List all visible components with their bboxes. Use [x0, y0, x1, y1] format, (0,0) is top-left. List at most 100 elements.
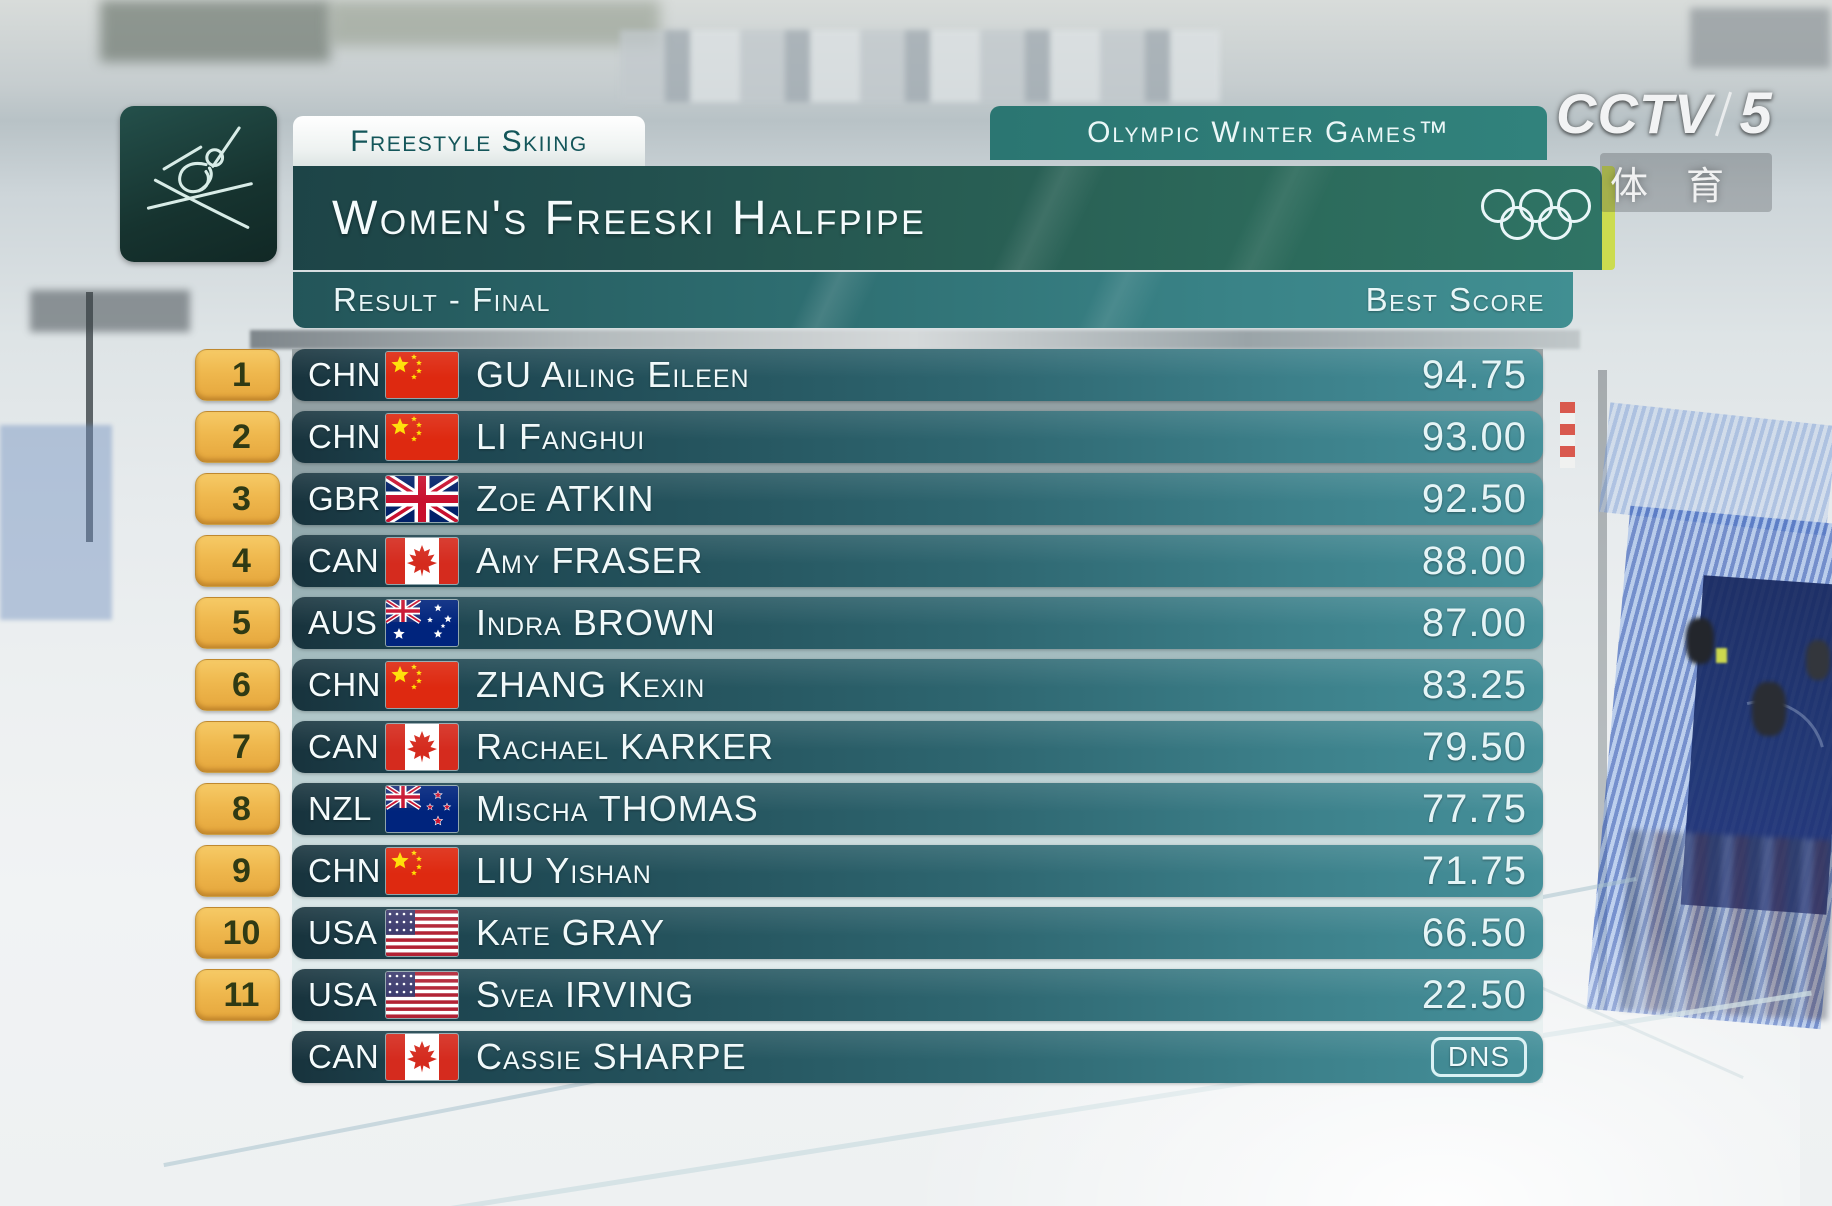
country-code: USA: [308, 976, 378, 1013]
background-boards: [0, 425, 112, 620]
event-title-bar: Women's Freeski Halfpipe: [293, 166, 1602, 270]
score-column-label: Best Score: [1365, 281, 1545, 318]
athlete-bar: AUS Indra BROWN 87.00: [292, 597, 1543, 649]
athlete-name: Kate GRAY: [476, 912, 666, 953]
dns-badge: DNS: [1430, 1037, 1527, 1077]
rank-badge: 4: [195, 535, 280, 587]
channel-number: 5: [1739, 81, 1772, 146]
channel-caption: 体育: [1600, 153, 1773, 212]
best-score: 94.75: [1421, 352, 1527, 397]
table-row: 1 CHN GU Ailing Eileen 94.75: [195, 349, 1543, 401]
blurred-crowd-strip: [250, 330, 1580, 349]
country-code: USA: [308, 914, 378, 951]
country-code: CHN: [308, 356, 381, 393]
background-trees: [330, 0, 660, 46]
flag-can-icon: [386, 1034, 458, 1080]
background-pole: [1598, 370, 1607, 1010]
flag-usa-icon: [386, 910, 458, 956]
rank-badge: 1: [195, 349, 280, 401]
background-grandstand: [620, 30, 1220, 102]
sport-tab: Freestyle Skiing: [293, 116, 645, 168]
spectator: [1806, 640, 1830, 680]
table-row: 7 CAN Rachael KARKER 79.50: [195, 721, 1543, 773]
best-score: 87.00: [1421, 600, 1527, 645]
best-score: 93.00: [1421, 414, 1527, 459]
striped-marker-pole: [1560, 402, 1575, 468]
best-score: 88.00: [1421, 538, 1527, 583]
athlete-bar: CAN Rachael KARKER 79.50: [292, 721, 1543, 773]
table-row: 10 USA Kate GRAY 66.50: [195, 907, 1543, 959]
flag-chn-icon: [386, 414, 458, 460]
freestyle-skier-icon: [138, 121, 260, 248]
athlete-name: Zoe ATKIN: [476, 478, 655, 519]
rank-badge: 5: [195, 597, 280, 649]
athlete-name: Mischa THOMAS: [476, 788, 759, 829]
accent-strip: [1602, 166, 1615, 270]
channel-logo-slash: [1715, 91, 1733, 136]
athlete-bar: NZL Mischa THOMAS 77.75: [292, 783, 1543, 835]
rank-badge: 6: [195, 659, 280, 711]
spectator-vest: [1716, 648, 1727, 663]
sport-tab-label: Freestyle Skiing: [350, 125, 588, 158]
athlete-name: Svea IRVING: [476, 974, 695, 1015]
games-bar: Olympic Winter Games™: [990, 106, 1547, 160]
table-row: CAN Cassie SHARPE DNS: [195, 1031, 1543, 1083]
results-table: 1 CHN GU Ailing Eileen 94.75 2 CHN LI Fanghui 9…: [195, 349, 1543, 1093]
result-phase-label: Result - Final: [333, 281, 551, 318]
country-code: CAN: [308, 1038, 380, 1075]
rank-badge: 3: [195, 473, 280, 525]
athlete-name: LIU Yishan: [476, 850, 652, 891]
country-code: AUS: [308, 604, 378, 641]
flag-chn-icon: [386, 662, 458, 708]
country-code: CHN: [308, 666, 381, 703]
flag-can-icon: [386, 538, 458, 584]
country-code: NZL: [308, 790, 372, 827]
table-row: 6 CHN ZHANG Kexin 83.25: [195, 659, 1543, 711]
games-label: Olympic Winter Games™: [1087, 116, 1450, 149]
spectator: [1752, 682, 1786, 736]
athlete-name: Amy FRASER: [476, 540, 704, 581]
athlete-bar: USA Svea IRVING 22.50: [292, 969, 1543, 1021]
rank-badge: 7: [195, 721, 280, 773]
athlete-name: ZHANG Kexin: [476, 664, 706, 705]
athlete-bar: CHN ZHANG Kexin 83.25: [292, 659, 1543, 711]
rank-badge: 8: [195, 783, 280, 835]
channel-logo-text: CCTV: [1556, 82, 1713, 145]
athlete-name: Cassie SHARPE: [476, 1036, 747, 1077]
rank-badge: 10: [195, 907, 280, 959]
table-row: 8 NZL Mischa THOMAS 77.75: [195, 783, 1543, 835]
table-row: 4 CAN Amy FRASER 88.00: [195, 535, 1543, 587]
athlete-bar: CAN Cassie SHARPE DNS: [292, 1031, 1543, 1083]
table-row: 2 CHN LI Fanghui 93.00: [195, 411, 1543, 463]
athlete-bar: USA Kate GRAY 66.50: [292, 907, 1543, 959]
athlete-bar: GBR Zoe ATKIN 92.50: [292, 473, 1543, 525]
athlete-bar: CHN LIU Yishan 71.75: [292, 845, 1543, 897]
best-score: 77.75: [1421, 786, 1527, 831]
flag-chn-icon: [386, 848, 458, 894]
best-score: 92.50: [1421, 476, 1527, 521]
rank-badge: 2: [195, 411, 280, 463]
best-score: 71.75: [1421, 848, 1527, 893]
channel-bug: CCTV 5 体育: [1556, 80, 1773, 212]
table-row: 5 AUS Indra BROWN 87.00: [195, 597, 1543, 649]
athlete-bar: CAN Amy FRASER 88.00: [292, 535, 1543, 587]
athlete-name: Rachael KARKER: [476, 726, 775, 767]
rank-badge: 9: [195, 845, 280, 897]
table-backdrop: [292, 349, 1543, 1083]
country-code: GBR: [308, 480, 382, 517]
flag-gbr-icon: [386, 476, 458, 522]
flag-can-icon: [386, 724, 458, 770]
result-subheader-bar: Result - Final Best Score: [293, 272, 1573, 328]
athlete-name: LI Fanghui: [476, 416, 646, 457]
flag-usa-icon: [386, 972, 458, 1018]
country-code: CHN: [308, 852, 381, 889]
table-row: 11 USA Svea IRVING 22.50: [195, 969, 1543, 1021]
event-title: Women's Freeski Halfpipe: [332, 191, 927, 245]
background-structure: [1690, 8, 1830, 68]
best-score: 79.50: [1421, 724, 1527, 769]
country-code: CHN: [308, 418, 381, 455]
background-lift-station: [30, 290, 190, 332]
country-code: CAN: [308, 542, 380, 579]
table-row: 9 CHN LIU Yishan 71.75: [195, 845, 1543, 897]
